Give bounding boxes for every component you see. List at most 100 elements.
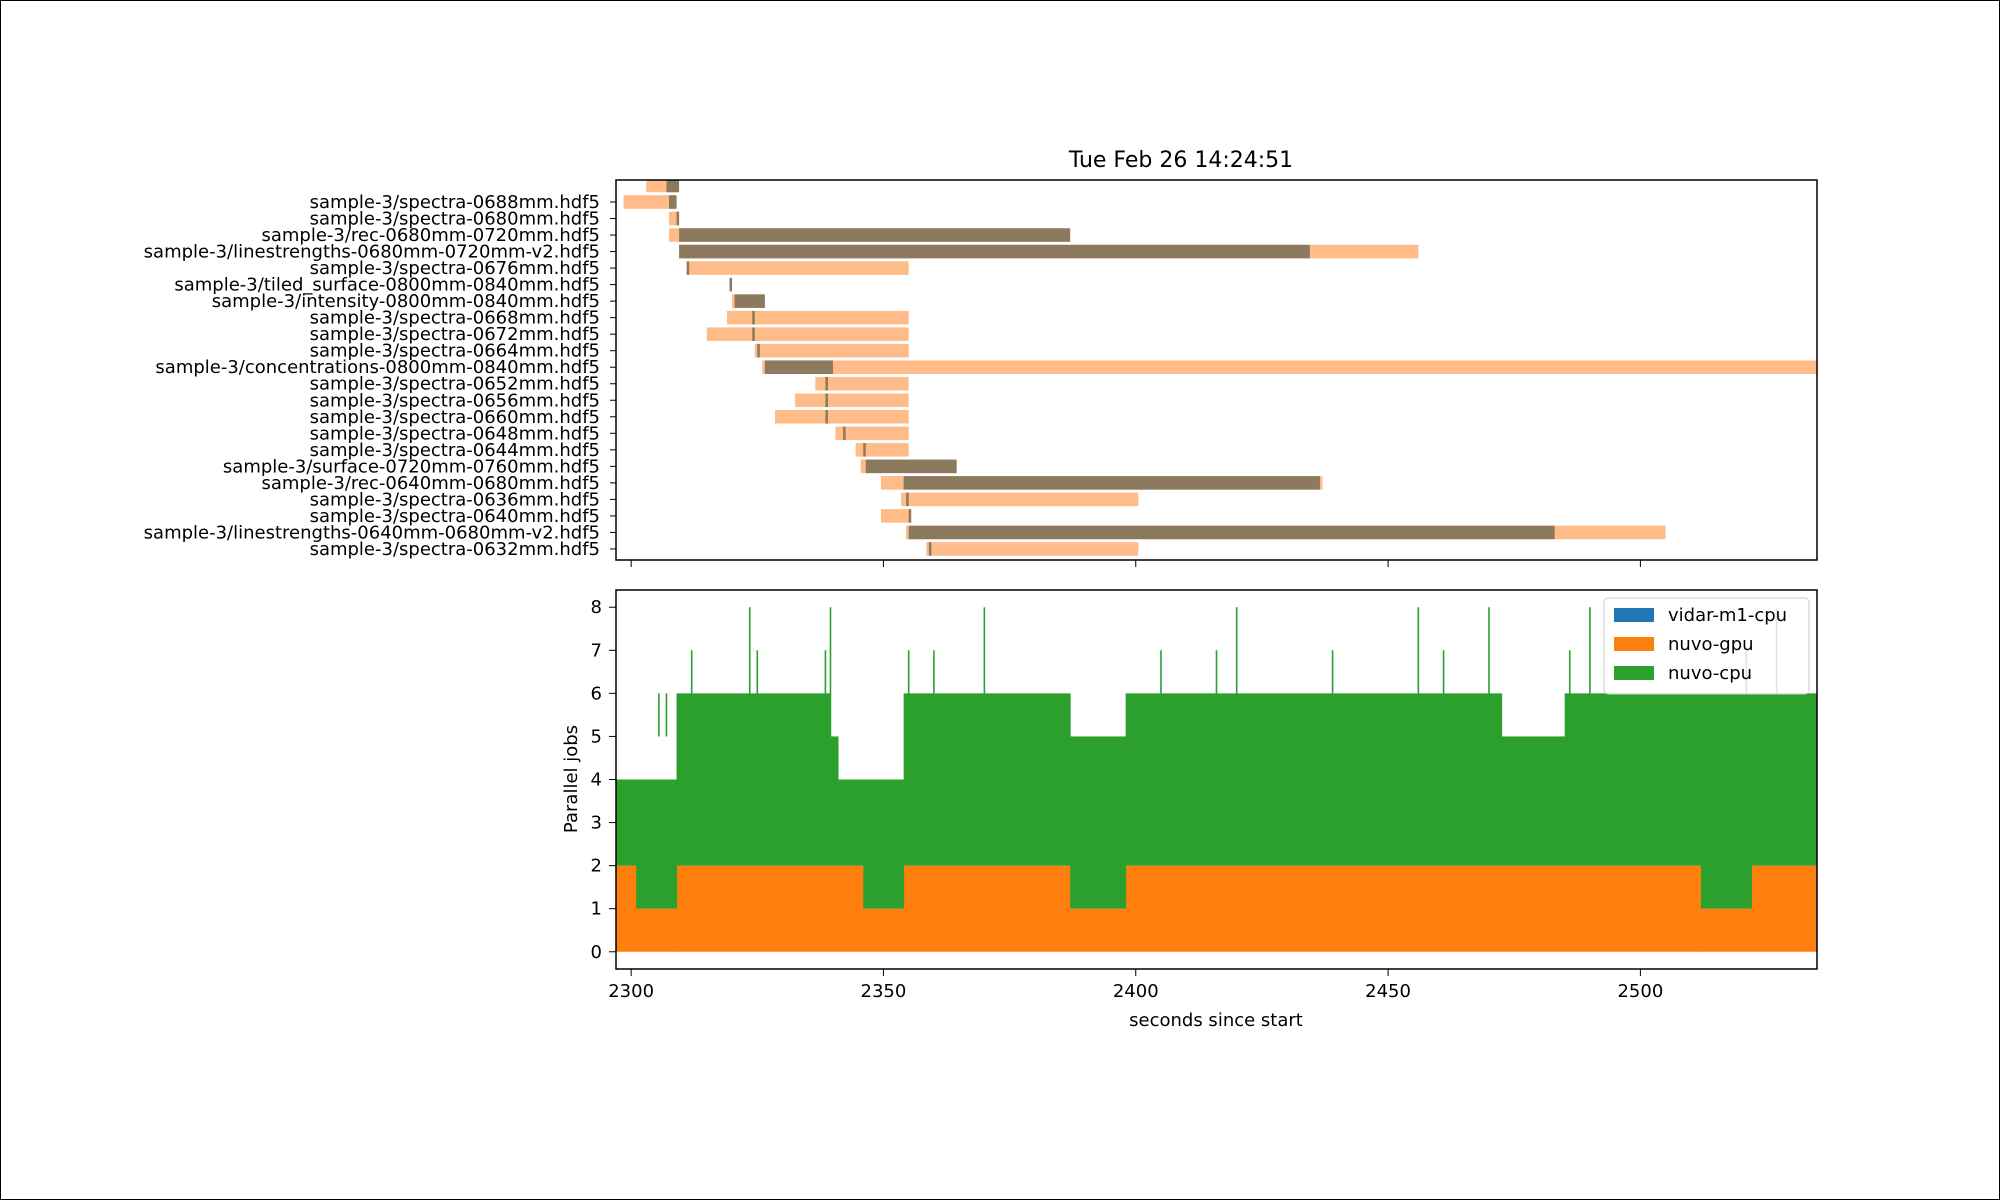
x-tick-label: 2300 xyxy=(608,981,654,1002)
legend-box xyxy=(1603,597,1810,695)
gantt-task-label: sample-3/spectra-0688mm.hdf5 xyxy=(310,192,600,213)
nuvo-gpu-area xyxy=(616,865,637,952)
jobs-axes-frame xyxy=(615,589,1818,970)
y-tick-label: 6 xyxy=(591,683,602,704)
x-tick-label: 2450 xyxy=(1365,981,1411,1002)
gantt-task-label: sample-3/linestrengths-0640mm-0680mm-v2.… xyxy=(144,522,600,543)
gantt-run-bar xyxy=(825,376,828,391)
legend-swatch xyxy=(1614,608,1654,622)
gantt-run-bar xyxy=(686,261,690,275)
gantt-task-label: sample-3/spectra-0676mm.hdf5 xyxy=(310,258,600,279)
gantt-run-bar xyxy=(825,410,828,424)
legend-label: vidar-m1-cpu xyxy=(1668,605,1787,626)
gantt-task-label: sample-3/spectra-0632mm.hdf5 xyxy=(310,539,600,560)
x-tick-label: 2350 xyxy=(861,981,907,1002)
gantt-task-label: sample-3/spectra-0648mm.hdf5 xyxy=(310,423,600,444)
nuvo-cpu-area xyxy=(863,779,905,909)
x-tick-label: 2400 xyxy=(1113,981,1159,1002)
gantt-run-bar xyxy=(679,228,1071,242)
nuvo-cpu-area xyxy=(1070,736,1127,909)
gantt-run-bar xyxy=(752,310,755,325)
legend: vidar-m1-cpu nuvo-gpu nuvo-cpu xyxy=(1603,597,1810,695)
gantt-run-bar xyxy=(734,294,765,308)
gantt-wait-bar xyxy=(762,360,1817,374)
gantt-task-label: sample-3/intensity-0800mm-0840mm.hdf5 xyxy=(212,291,600,312)
legend-swatch xyxy=(1614,666,1654,680)
nuvo-cpu-area xyxy=(1501,736,1566,866)
nuvo-gpu-area xyxy=(1751,865,1817,952)
legend-swatch xyxy=(1614,637,1654,651)
jobs-x-ticks: 2300 2350 2400 2450 2500 xyxy=(608,969,1663,1002)
jobs-y-ticks: 0 1 2 3 4 5 6 7 8 xyxy=(591,597,616,963)
y-tick-label: 4 xyxy=(591,770,602,791)
gantt-wait-bar xyxy=(623,195,677,209)
gantt-wait-bar xyxy=(815,376,909,391)
gantt-run-bar xyxy=(903,476,1320,490)
nuvo-gpu-area xyxy=(1700,908,1752,952)
gantt-run-bar xyxy=(908,509,912,523)
gantt-axes-frame xyxy=(615,179,1818,561)
y-tick-label: 1 xyxy=(591,899,602,920)
gantt-bars xyxy=(623,180,1817,556)
gantt-wait-bar xyxy=(795,393,909,408)
gantt-task-label: sample-3/spectra-0664mm.hdf5 xyxy=(310,341,600,362)
gantt-task-label: sample-3/spectra-0636mm.hdf5 xyxy=(310,489,600,510)
gantt-wait-bar xyxy=(880,509,912,523)
gantt-task-labels: sample-3/spectra-0688mm.hdf5 sample-3/spe… xyxy=(144,192,616,560)
gantt-run-bar xyxy=(757,343,760,358)
nuvo-gpu-area xyxy=(636,908,678,952)
gantt-wait-bar xyxy=(774,410,909,424)
y-tick-label: 8 xyxy=(591,597,602,618)
gantt-run-bar xyxy=(865,459,957,474)
nuvo-cpu-area xyxy=(1564,693,1702,866)
y-tick-label: 7 xyxy=(591,640,602,661)
gantt-wait-bar xyxy=(754,343,909,358)
gantt-wait-bar xyxy=(706,327,909,341)
nuvo-cpu-area xyxy=(838,779,864,866)
legend-label: nuvo-cpu xyxy=(1668,663,1752,684)
gantt-wait-bar xyxy=(686,261,909,275)
nuvo-cpu-area xyxy=(636,779,678,909)
nuvo-gpu-area xyxy=(903,865,1071,952)
nuvo-cpu-area xyxy=(616,779,637,866)
y-axis-label: Parallel jobs xyxy=(561,725,582,833)
legend-label: nuvo-gpu xyxy=(1668,634,1754,655)
gantt-wait-bar xyxy=(835,426,909,441)
x-tick-label: 2500 xyxy=(1617,981,1663,1002)
chart-title: Tue Feb 26 14:24:51 xyxy=(1068,148,1293,173)
gantt-wait-bar xyxy=(901,492,1139,507)
gantt-task-label: sample-3/rec-0640mm-0680mm.hdf5 xyxy=(261,473,600,494)
gantt-task-label: sample-3/concentrations-0800mm-0840mm.hd… xyxy=(155,357,600,378)
gantt-run-bar xyxy=(668,195,677,209)
gantt-task-label: sample-3/linestrengths-0680mm-0720mm-v2.… xyxy=(144,242,600,263)
gantt-run-bar xyxy=(666,180,680,193)
gantt-run-bar xyxy=(928,542,932,556)
jobs-stacked-areas xyxy=(616,693,1817,952)
nuvo-gpu-area xyxy=(863,908,905,952)
gantt-wait-bar xyxy=(855,443,909,457)
gantt-task-label: sample-3/spectra-0640mm.hdf5 xyxy=(310,506,600,527)
gantt-task-label: sample-3/tiled_surface-0800mm-0840mm.hdf… xyxy=(174,275,600,296)
gantt-x-ticks xyxy=(630,560,1641,567)
gantt-run-bar xyxy=(729,277,733,292)
y-tick-label: 0 xyxy=(591,942,602,963)
gantt-task-label: sample-3/spectra-0660mm.hdf5 xyxy=(310,407,600,428)
gantt-run-bar xyxy=(825,393,828,408)
gantt-task-label: sample-3/rec-0680mm-0720mm.hdf5 xyxy=(261,225,600,246)
nuvo-cpu-area xyxy=(830,736,839,866)
gantt-run-bar xyxy=(908,525,1555,540)
nuvo-cpu-area xyxy=(1751,693,1817,866)
nuvo-cpu-area xyxy=(1700,693,1752,909)
y-tick-label: 5 xyxy=(591,726,602,747)
gantt-run-bar xyxy=(906,492,909,507)
gantt-task-label: sample-3/spectra-0668mm.hdf5 xyxy=(310,308,600,329)
gantt-wait-bar xyxy=(668,211,680,226)
gantt-run-bar xyxy=(679,244,1310,259)
gantt-run-bar xyxy=(843,426,846,441)
gantt-task-label: sample-3/spectra-0656mm.hdf5 xyxy=(310,390,600,411)
y-tick-label: 2 xyxy=(591,856,602,877)
y-tick-label: 3 xyxy=(591,813,602,834)
gantt-task-label: sample-3/spectra-0652mm.hdf5 xyxy=(310,374,600,395)
gantt-task-label: sample-3/surface-0720mm-0760mm.hdf5 xyxy=(223,456,600,477)
jobs-panel: 0 1 2 3 4 5 6 7 8 2300 2350 2400 2450 2500 seconds s… xyxy=(561,589,1818,1031)
